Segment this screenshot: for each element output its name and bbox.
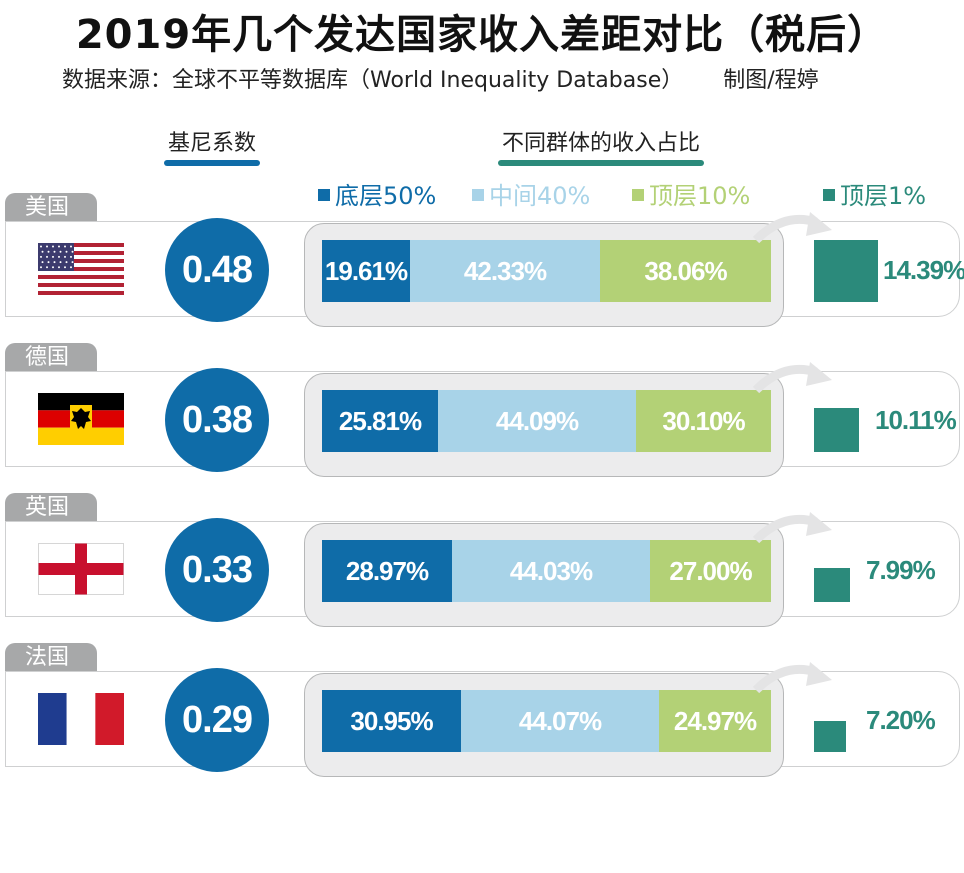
curved-arrow-icon [752,362,832,394]
bar-segment-top10: 30.10% [636,390,771,452]
gini-header-underline [164,160,261,166]
country-tab: 英国 [5,493,97,521]
bar-segment-top10: 38.06% [600,240,771,302]
country-tab: 德国 [5,343,97,371]
share-header-text: 不同群体的收入占比 [502,131,701,156]
us-flag [38,243,124,295]
bar-segment-middle40: 42.33% [410,240,600,302]
bar-segment-top1 [814,408,859,452]
share-column-header: 不同群体的收入占比 [498,125,705,166]
bar-segment-top10: 24.97% [659,690,771,752]
bar-segment-middle40: 44.03% [452,540,650,602]
legend-label-bottom50: 底层50% [335,182,437,210]
bar-segment-bottom50: 30.95% [322,690,461,752]
bar-segment-top1 [814,568,850,602]
legend-middle40: 中间40% [472,176,590,211]
curved-arrow-icon [752,212,832,244]
bar-segment-bottom50: 28.97% [322,540,452,602]
gini-column-header: 基尼系数 [164,125,261,166]
bar-segment-top10: 27.00% [650,540,771,602]
gini-coefficient-badge: 0.48 [165,218,269,322]
england-flag [38,543,124,595]
bar-segment-top1 [814,721,846,752]
legend-swatch-bottom50 [318,189,330,201]
gini-coefficient-badge: 0.38 [165,368,269,472]
top1-value-label: 14.39% [883,255,964,285]
germany-flag [38,393,124,445]
legend-swatch-top1 [823,189,835,201]
legend-top10: 顶层10% [632,176,750,211]
bar-segment-bottom50: 19.61% [322,240,410,302]
gini-coefficient-badge: 0.29 [165,668,269,772]
legend-top1: 顶层1% [823,176,926,211]
legend-label-middle40: 中间40% [489,182,591,210]
france-flag [38,693,124,745]
legend-label-top10: 顶层10% [649,182,751,210]
share-header-underline [498,160,705,166]
bar-segment-top1 [814,240,878,302]
legend-label-top1: 顶层1% [840,182,927,210]
curved-arrow-icon [752,512,832,544]
gini-coefficient-badge: 0.33 [165,518,269,622]
source-line: 数据来源：全球不平等数据库（World Inequality Database）… [62,62,819,94]
curved-arrow-icon [752,662,832,694]
bar-segment-bottom50: 25.81% [322,390,438,452]
source-label: 数据来源：全球不平等数据库（World Inequality Database） [62,68,684,93]
legend-swatch-middle40 [472,189,484,201]
country-tab: 美国 [5,193,97,221]
legend-swatch-top10 [632,189,644,201]
top1-value-label: 10.11% [875,405,957,435]
bar-segment-middle40: 44.07% [461,690,659,752]
top1-value-label: 7.20% [866,705,936,735]
top1-value-label: 7.99% [866,555,936,585]
author-label: 制图/程婷 [723,68,819,93]
chart-title: 2019年几个发达国家收入差距对比（税后） [75,12,889,58]
country-tab: 法国 [5,643,97,671]
legend-bottom50: 底层50% [318,176,436,211]
bar-segment-middle40: 44.09% [438,390,636,452]
gini-header-text: 基尼系数 [168,131,257,156]
